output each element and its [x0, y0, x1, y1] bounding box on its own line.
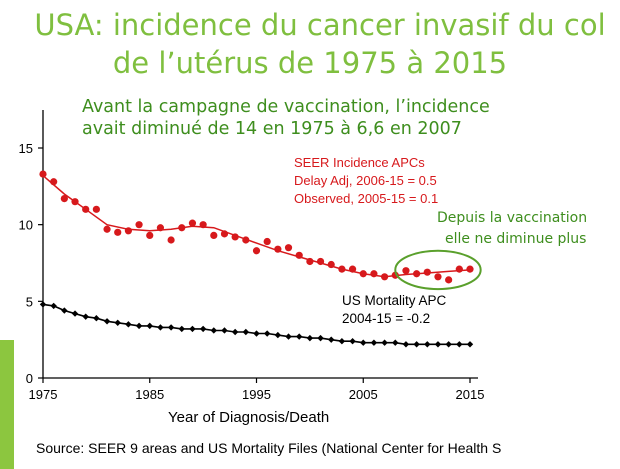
- incidence-apc-observed: Observed, 2005-15 = 0.1: [294, 191, 438, 206]
- incidence-apc-delay: Delay Adj, 2006-15 = 0.5: [294, 173, 437, 188]
- mortality-point: [231, 328, 239, 336]
- callout-ellipse: [394, 249, 482, 291]
- mortality-point: [178, 325, 185, 333]
- y-tick-label: 0: [26, 371, 33, 386]
- mortality-point: [434, 341, 442, 348]
- x-tick-label: 2005: [349, 387, 378, 402]
- mortality-apc-title: US Mortality APC: [342, 293, 447, 308]
- slide-subtitle-line1: Avant la campagne de vaccination, l’inci…: [82, 97, 490, 117]
- mortality-point: [135, 322, 143, 330]
- mortality-point: [157, 324, 164, 331]
- mortality-point: [413, 341, 420, 348]
- mortality-point: [328, 336, 335, 343]
- incidence-point: [92, 205, 100, 213]
- x-tick-label: 1995: [242, 387, 271, 402]
- mortality-point: [210, 327, 217, 334]
- mortality-point: [39, 301, 47, 308]
- mortality-point: [381, 339, 388, 346]
- incidence-point: [445, 276, 453, 284]
- incidence-point: [284, 244, 293, 252]
- chart-annotations: SEER Incidence APCs Delay Adj, 2006-15 =…: [168, 155, 587, 426]
- mortality-point: [167, 324, 175, 331]
- mortality-point: [189, 325, 196, 333]
- mortality-point: [263, 330, 271, 337]
- incidence-point: [434, 273, 442, 281]
- incidence-point: [252, 247, 261, 255]
- callout-text-line1: Depuis la vaccination: [437, 210, 587, 226]
- incidence-point: [60, 195, 68, 203]
- mortality-point: [82, 313, 89, 320]
- mortality-point: [456, 341, 463, 348]
- mortality-point: [114, 319, 121, 326]
- mortality-point: [61, 307, 68, 314]
- mortality-point: [424, 341, 431, 348]
- x-tick-label: 2015: [456, 387, 485, 402]
- mortality-point: [317, 334, 324, 342]
- incidence-point: [114, 228, 122, 236]
- mortality-point: [274, 331, 282, 339]
- incidence-point: [423, 268, 431, 276]
- mortality-point: [103, 318, 111, 325]
- y-tick-label: 10: [19, 218, 33, 233]
- mortality-point: [93, 315, 100, 322]
- incidence-apc-title: SEER Incidence APCs: [294, 155, 425, 170]
- mortality-point: [466, 341, 474, 348]
- mortality-point: [338, 338, 346, 345]
- mortality-point: [306, 334, 314, 342]
- incidence-point: [188, 219, 197, 227]
- chart-series: [39, 170, 482, 348]
- incidence-point: [466, 265, 474, 273]
- slide-accent-bar: [0, 340, 14, 469]
- mortality-point: [402, 341, 410, 348]
- slide-title-line1: USA: incidence du cancer invasif du col: [34, 8, 606, 42]
- incidence-point: [210, 231, 218, 239]
- mortality-point: [360, 339, 367, 346]
- mortality-point: [199, 325, 207, 333]
- incidence-point: [455, 265, 463, 273]
- mortality-point: [296, 333, 303, 340]
- mortality-point: [445, 341, 452, 348]
- incidence-point: [167, 236, 175, 244]
- mortality-point: [242, 328, 250, 336]
- mortality-point: [146, 322, 153, 330]
- callout-text-line2: elle ne diminue plus: [445, 231, 586, 247]
- mortality-point: [71, 310, 79, 317]
- incidence-point: [135, 221, 143, 229]
- incidence-point: [146, 231, 154, 239]
- mortality-apc-value: 2004-15 = -0.2: [342, 311, 430, 326]
- y-tick-label: 15: [19, 141, 33, 156]
- mortality-point: [285, 333, 292, 340]
- mortality-point: [125, 321, 132, 328]
- slide-title-line2: de l’utérus de 1975 à 2015: [112, 46, 508, 80]
- y-tick-label: 5: [26, 294, 33, 309]
- mortality-point: [370, 339, 378, 346]
- incidence-point: [402, 267, 410, 275]
- incidence-point: [263, 237, 271, 246]
- x-tick-label: 1975: [29, 387, 58, 402]
- source-note: Source: SEER 9 areas and US Mortality Fi…: [36, 440, 502, 456]
- incidence-trend-line: [42, 175, 471, 278]
- mortality-point: [253, 330, 260, 337]
- incidence-point: [103, 225, 111, 233]
- mortality-point: [50, 302, 57, 310]
- incidence-point: [39, 170, 47, 178]
- x-axis-label: Year of Diagnosis/Death: [168, 409, 329, 426]
- mortality-point: [392, 339, 399, 346]
- mortality-point: [349, 338, 356, 345]
- x-tick-label: 1985: [135, 387, 164, 402]
- slide-subtitle-line2: avait diminué de 14 en 1975 à 6,6 en 200…: [82, 119, 462, 139]
- chart-axes: 0 5 10 15 1975 1985 1995 2005 2015: [19, 110, 485, 402]
- mortality-point: [221, 327, 228, 334]
